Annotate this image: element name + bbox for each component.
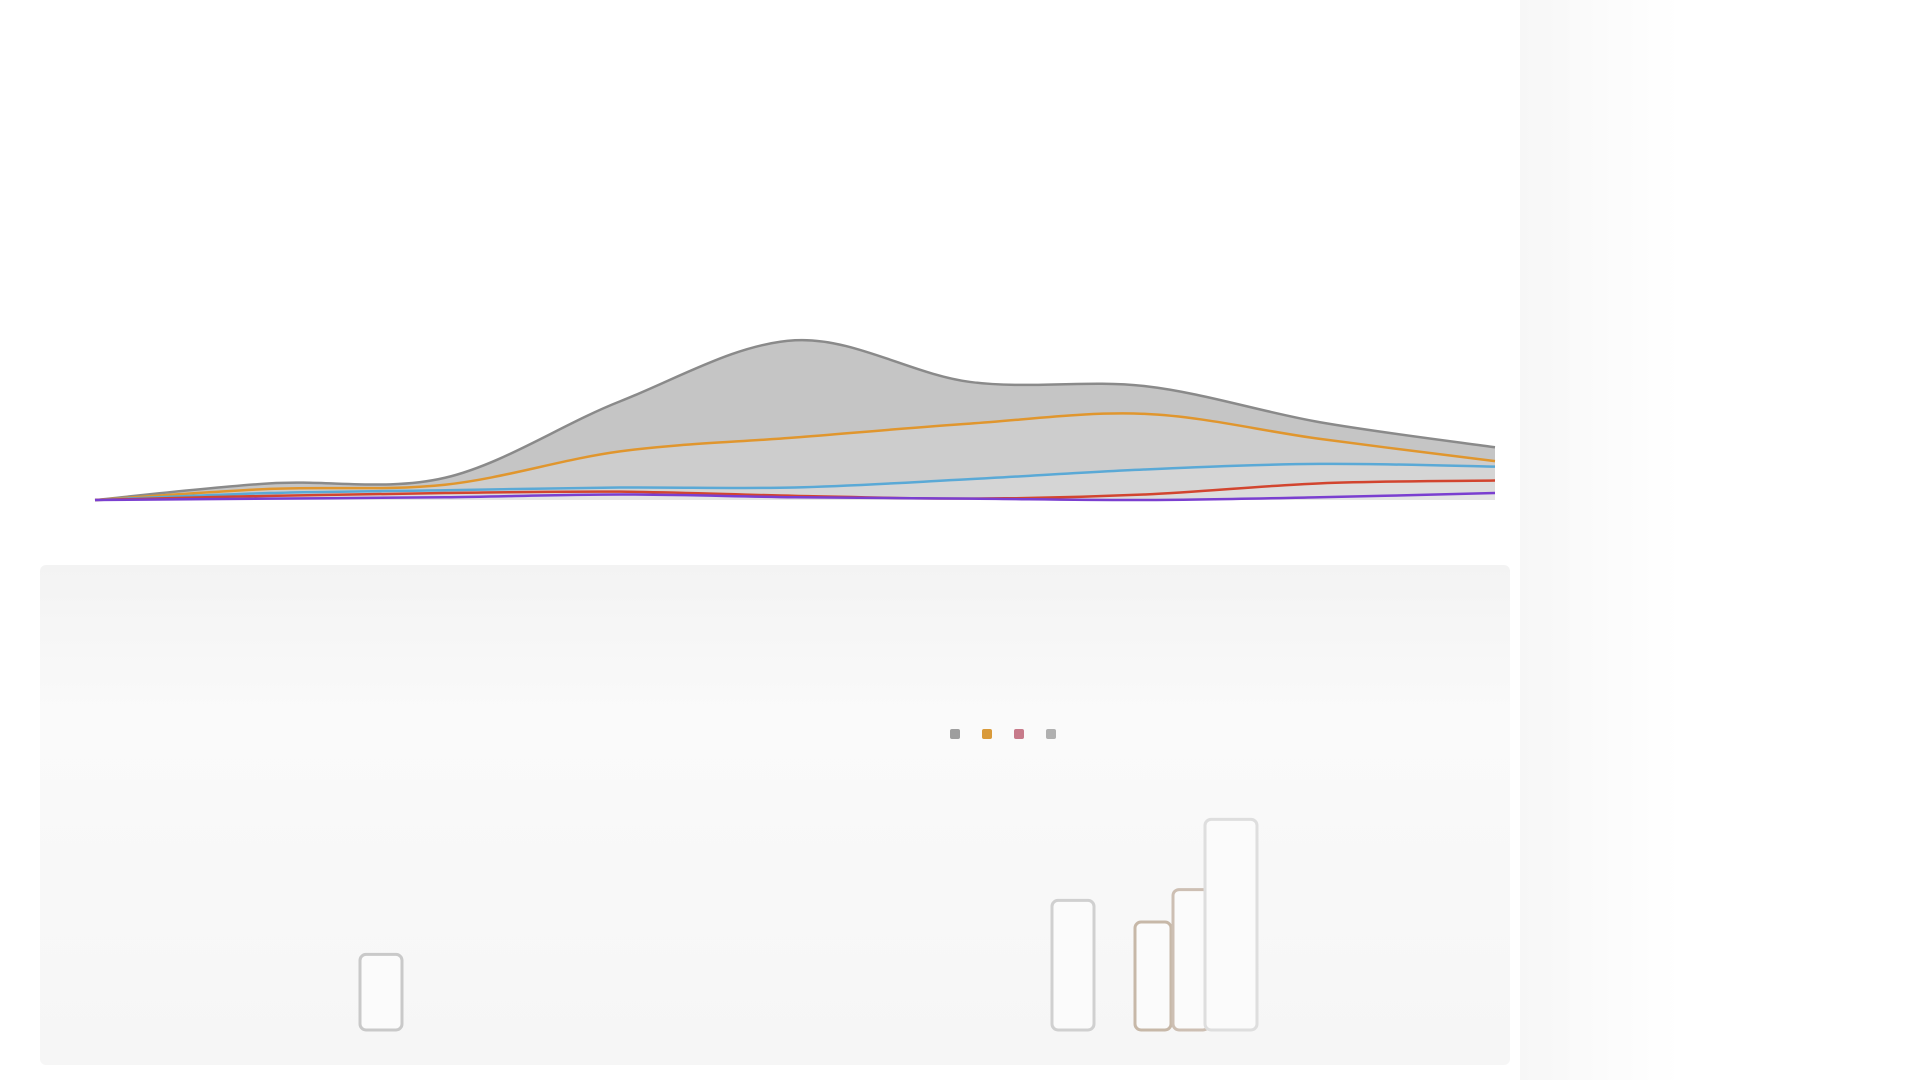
legend-swatch <box>950 729 960 739</box>
legend-swatch <box>982 729 992 739</box>
area-layers <box>94 338 1496 502</box>
series-line <box>94 412 1496 502</box>
legend-item <box>1014 729 1030 739</box>
legend-item <box>1046 729 1062 739</box>
legend-item <box>950 729 966 739</box>
side-panel <box>1520 0 1920 1080</box>
series-line <box>94 479 1496 502</box>
legend-item <box>982 729 998 739</box>
series-line <box>94 491 1496 502</box>
legend-swatch <box>1046 729 1056 739</box>
bar-group <box>358 817 1259 1032</box>
legend-swatch <box>1014 729 1024 739</box>
lower-content-band <box>40 565 1510 1065</box>
area-layer <box>95 340 1495 500</box>
bar <box>358 952 404 1032</box>
area-layer <box>95 413 1495 500</box>
series-line <box>94 338 1496 502</box>
series-line <box>94 462 1496 502</box>
bar <box>1133 920 1173 1032</box>
bar <box>1203 817 1259 1032</box>
legend <box>950 722 1062 746</box>
bar <box>1050 898 1096 1032</box>
